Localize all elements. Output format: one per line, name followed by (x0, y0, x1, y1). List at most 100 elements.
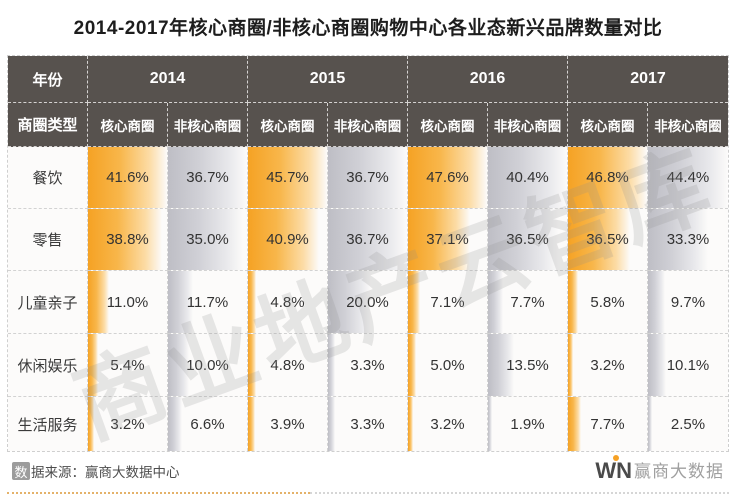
category-label: 生活服务 (17, 416, 78, 434)
value-cell: 44.4% (648, 147, 728, 209)
comparison-table: 年份 2014 2015 2016 2017 商圈类型 核心商圈 非核心商圈 核心商圈 非核心商圈… (7, 55, 729, 452)
noncore-data-bar (168, 271, 194, 333)
value-text: 7.7% (510, 293, 545, 311)
value-cell: 47.6% (408, 147, 488, 209)
category-label-cell: 生活服务 (8, 397, 88, 451)
core-data-bar (248, 271, 257, 333)
value-cell: 5.4% (88, 334, 168, 397)
value-text: 33.3% (666, 231, 710, 248)
value-text: 2.5% (670, 415, 706, 433)
noncore-data-bar (328, 334, 336, 396)
value-text: 45.7% (266, 169, 309, 186)
category-label: 零售 (32, 232, 63, 249)
bottom-rule-gray-segment (310, 492, 729, 494)
value-text: 44.4% (666, 169, 710, 186)
value-cell: 33.3% (648, 209, 728, 271)
value-text: 37.1% (426, 231, 469, 248)
value-text: 36.5% (506, 231, 549, 248)
noncore-column-header: 非核心商圈 (488, 103, 568, 147)
table-grid: 年份 2014 2015 2016 2017 商圈类型 核心商圈 非核心商圈 核心商圈 非核心商圈… (8, 56, 728, 451)
value-cell: 2.5% (648, 397, 728, 451)
value-text: 40.4% (506, 169, 549, 186)
noncore-data-bar (488, 334, 515, 396)
value-cell: 7.7% (568, 397, 648, 451)
value-text: 5.0% (430, 356, 465, 374)
value-text: 3.2% (590, 356, 625, 374)
value-text: 36.7% (186, 169, 229, 186)
noncore-data-bar (328, 397, 336, 451)
value-cell: 11.7% (168, 271, 248, 334)
value-cell: 3.3% (328, 334, 408, 397)
value-cell: 38.8% (88, 209, 168, 271)
value-cell: 37.1% (408, 209, 488, 271)
core-data-bar (568, 271, 578, 333)
value-text: 11.0% (106, 293, 149, 311)
value-text: 38.8% (106, 231, 149, 248)
noncore-column-header: 非核心商圈 (648, 103, 728, 147)
value-cell: 7.1% (408, 271, 488, 334)
value-text: 5.4% (110, 356, 145, 374)
core-data-bar (408, 397, 414, 451)
value-cell: 20.0% (328, 271, 408, 334)
value-cell: 36.7% (328, 147, 408, 209)
noncore-data-bar (168, 209, 244, 270)
value-text: 4.8% (270, 356, 305, 374)
noncore-data-bar (648, 147, 728, 208)
value-cell: 3.9% (248, 397, 328, 451)
value-cell: 4.8% (248, 271, 328, 334)
year-column-header: 2016 (408, 56, 568, 103)
noncore-data-bar (488, 147, 567, 208)
value-text: 40.9% (266, 231, 309, 248)
core-data-bar (88, 147, 167, 208)
core-data-bar (408, 271, 420, 333)
core-column-header: 核心商圈 (88, 103, 168, 147)
value-text: 35.0% (186, 231, 229, 248)
year-column-header: 2014 (88, 56, 248, 103)
value-cell: 36.5% (568, 209, 648, 271)
core-data-bar (408, 334, 417, 396)
value-cell: 10.1% (648, 334, 728, 397)
value-cell: 3.2% (408, 397, 488, 451)
core-data-bar (408, 209, 470, 270)
core-data-bar (88, 397, 95, 451)
value-text: 6.6% (190, 415, 225, 433)
core-data-bar (248, 397, 255, 451)
noncore-data-bar (168, 147, 247, 208)
value-cell: 6.6% (168, 397, 248, 451)
value-text: 7.1% (430, 293, 465, 311)
value-text: 4.8% (270, 293, 305, 311)
year-column-header: 2017 (568, 56, 728, 103)
year-header-cell: 年份 (8, 56, 88, 103)
noncore-data-bar (648, 397, 653, 451)
value-text: 13.5% (506, 356, 549, 374)
category-label: 休闲娱乐 (17, 357, 78, 375)
noncore-data-bar (488, 397, 492, 451)
value-text: 10.0% (186, 356, 229, 374)
value-text: 3.3% (350, 356, 385, 374)
value-text: 20.0% (346, 293, 389, 311)
page-title: 2014-2017年核心商圈/非核心商圈购物中心各业态新兴品牌数量对比 (73, 18, 663, 39)
value-text: 46.8% (586, 169, 629, 186)
category-label-cell: 餐饮 (8, 147, 88, 209)
data-source-label: 数 据来源：赢商大数据中心 (12, 461, 180, 481)
core-data-bar (88, 271, 109, 333)
year-column-header: 2015 (248, 56, 408, 103)
value-cell: 4.8% (248, 334, 328, 397)
value-cell: 41.6% (88, 147, 168, 209)
value-cell: 10.0% (168, 334, 248, 397)
noncore-data-bar (168, 397, 183, 451)
value-text: 7.7% (590, 415, 625, 433)
category-label: 儿童亲子 (17, 294, 78, 312)
value-cell: 3.3% (328, 397, 408, 451)
value-text: 3.2% (430, 415, 465, 433)
value-text: 36.7% (346, 231, 389, 248)
value-text: 41.6% (106, 169, 149, 186)
logo-orange-dot-icon (612, 455, 619, 461)
value-text: 5.8% (590, 293, 625, 311)
value-cell: 7.7% (488, 271, 568, 334)
source-text: 据来源：赢商大数据中心 (31, 465, 180, 480)
